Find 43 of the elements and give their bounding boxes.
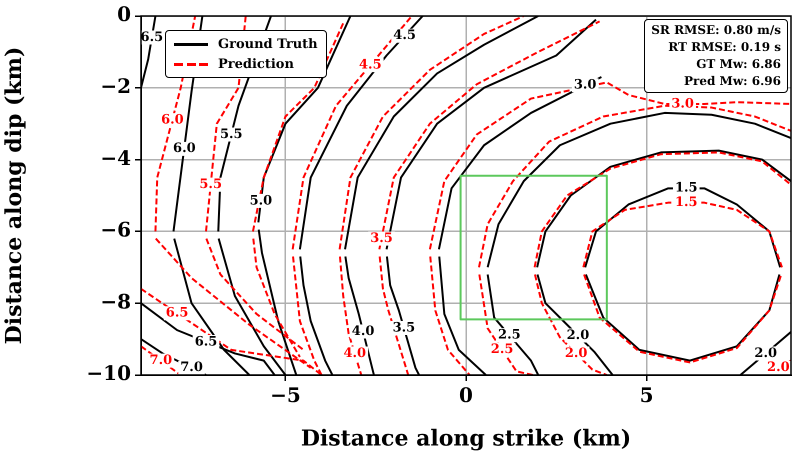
annotation: 1.5 xyxy=(674,180,698,196)
annotation: SR RMSE: 0.80 m/s xyxy=(651,22,781,39)
annotation: 6.0 xyxy=(173,141,196,156)
annotation: 3.5 xyxy=(370,230,393,246)
annotation: 2.0 xyxy=(564,346,588,361)
x-tick-label: −5 xyxy=(270,383,301,408)
x-tick-label: 5 xyxy=(640,383,654,408)
annotation: 2.0 xyxy=(754,346,778,361)
y-tick-label: −2 xyxy=(100,74,131,98)
y-tick-label: 0 xyxy=(117,2,131,26)
annotation: 7.0 xyxy=(180,360,203,376)
annotation: Pred Mw: 6.96 xyxy=(683,73,781,90)
x-tick-label: 0 xyxy=(459,383,473,408)
annotation: 5.5 xyxy=(199,177,222,192)
annotation: 2.0 xyxy=(566,328,590,343)
y-tick-label: −6 xyxy=(100,218,131,242)
annotation: 6.5 xyxy=(166,306,188,321)
annotation: 3.5 xyxy=(392,320,416,336)
annotation: 5.5 xyxy=(220,126,243,142)
y-tick-label: −4 xyxy=(100,146,132,170)
annotation: RT RMSE: 0.19 s xyxy=(667,39,781,56)
annotation: 3.0 xyxy=(574,78,596,93)
annotation: 6.0 xyxy=(161,112,184,128)
annotation: 2.5 xyxy=(498,328,521,343)
annotation: 2.5 xyxy=(490,342,514,358)
annotation: 4.0 xyxy=(352,324,374,339)
annotation: 2.0 xyxy=(767,360,790,376)
annotation: 5.0 xyxy=(250,193,272,208)
legend-label: Prediction xyxy=(218,56,294,72)
annotation: 4.0 xyxy=(343,346,366,361)
annotation: 6.5 xyxy=(194,334,218,350)
annotation: GT Mw: 6.86 xyxy=(695,56,781,73)
y-axis-title: Distance along dip (km) xyxy=(0,46,27,344)
y-tick-label: −10 xyxy=(86,361,131,386)
legend-label: Ground Truth xyxy=(218,36,318,52)
annotation: 7.0 xyxy=(150,353,172,368)
x-axis-title: Distance along strike (km) xyxy=(300,426,632,452)
annotation: 4.5 xyxy=(393,28,416,44)
annotation: 4.5 xyxy=(358,58,382,73)
annotation: 6.5 xyxy=(140,30,164,45)
y-tick-label: −8 xyxy=(100,289,131,314)
annotation: 1.5 xyxy=(674,195,698,210)
annotation: 3.0 xyxy=(671,96,694,112)
